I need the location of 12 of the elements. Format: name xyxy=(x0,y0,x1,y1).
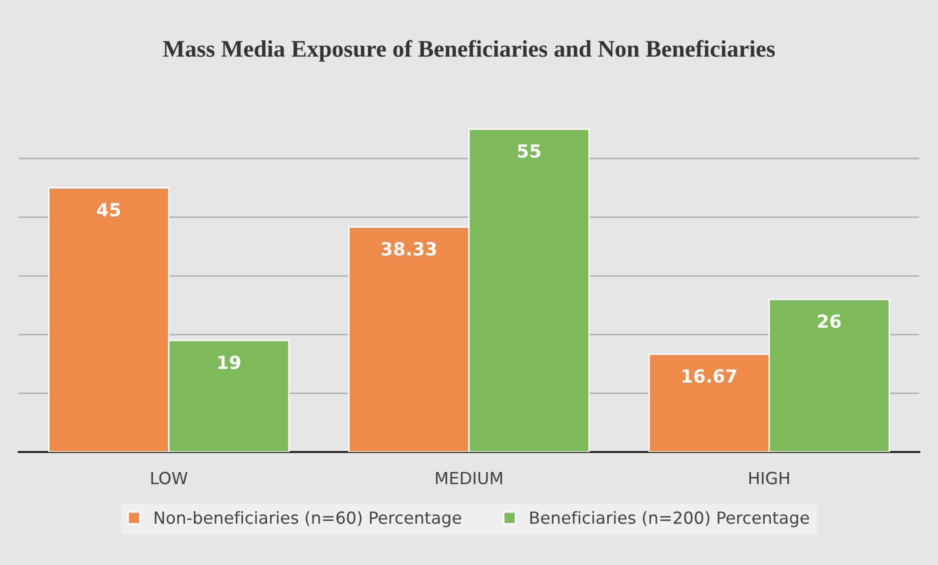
data-label: 26 xyxy=(818,314,841,328)
x-tick-label: MEDIUM xyxy=(436,472,502,484)
data-label: 19 xyxy=(218,355,240,370)
legend-label: Non-beneficiaries (n=60) Percentage xyxy=(154,511,462,528)
data-label: 38.33 xyxy=(382,242,436,256)
chart-title: Mass Media Exposure of Beneficiaries and Non Beneficiaries xyxy=(163,40,775,62)
x-tick-label: HIGH xyxy=(749,472,789,484)
data-label: 16.67 xyxy=(682,369,736,383)
legend-label: Beneficiaries (n=200) Percentage xyxy=(530,511,809,528)
data-label: 45 xyxy=(97,203,120,216)
x-tick-label: LOW xyxy=(151,472,188,484)
data-label: 55 xyxy=(518,144,540,158)
